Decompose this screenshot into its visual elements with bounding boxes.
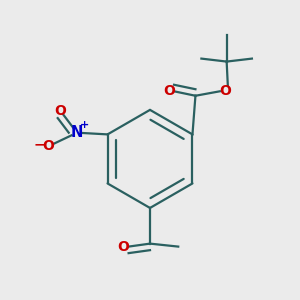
Text: O: O	[42, 139, 54, 153]
Text: −: −	[34, 137, 46, 151]
Text: N: N	[70, 125, 82, 140]
Text: O: O	[117, 240, 129, 254]
Text: O: O	[163, 84, 175, 98]
Text: +: +	[80, 120, 89, 130]
Text: O: O	[219, 84, 231, 98]
Text: O: O	[54, 103, 66, 118]
